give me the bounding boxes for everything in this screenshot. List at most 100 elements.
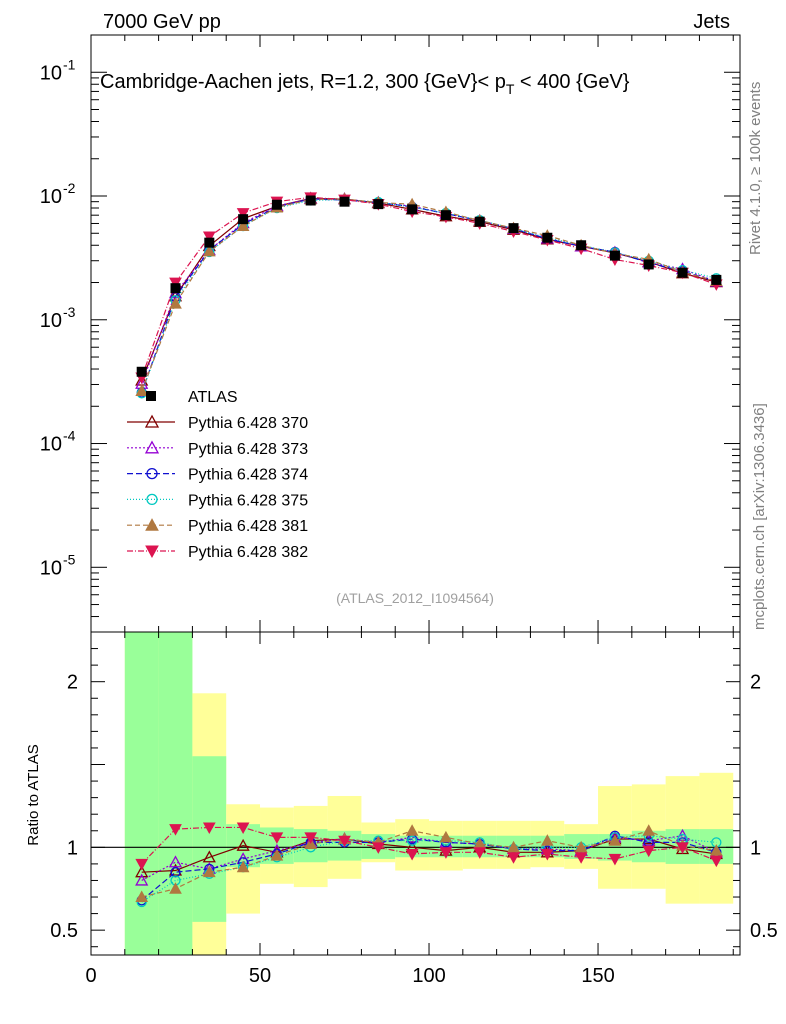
data-point [305, 195, 316, 206]
band-green-bin [158, 632, 193, 955]
y-tick-label-exp: -3 [63, 304, 76, 320]
main-frame [90, 34, 741, 633]
ratio-series-point [574, 852, 588, 864]
legend-marker [144, 440, 160, 454]
ratio-series-line [141, 835, 717, 881]
main-series [135, 191, 723, 399]
data-point [271, 199, 282, 210]
ratio-series-point [642, 824, 656, 836]
data-point [677, 267, 688, 278]
ratio-frame [90, 631, 741, 956]
ratio-series-point [439, 830, 453, 843]
data-point [609, 250, 620, 261]
data-point [407, 204, 418, 215]
main-series-line [141, 198, 717, 394]
legend: ATLAS Pythia 6.428 370 Pythia 6.428 373 Pyt… [127, 389, 308, 561]
ratio-series-point [676, 842, 689, 854]
legend-label: Pythia 6.428 373 [188, 441, 308, 458]
ratio-series-point [507, 852, 520, 864]
y-tick-label-exp: -5 [63, 551, 76, 567]
main-series-line [141, 198, 717, 384]
analysis-id: (ATLAS_2012_I1094564) [336, 590, 494, 606]
data-point [474, 216, 485, 227]
data-point [373, 199, 384, 210]
ratio-series-point [236, 860, 250, 873]
ratio-series-point [169, 882, 182, 894]
ratio-series-point [439, 847, 453, 859]
ratio-series-line [141, 838, 717, 873]
y-tick-label-exp: -2 [63, 180, 76, 196]
ratio-series-point [473, 847, 487, 859]
y-tick-label-main: 10 [40, 186, 62, 208]
ratio-series-point [574, 840, 588, 853]
y-tick-label-ratio-right: 2 [750, 672, 761, 694]
data-point [238, 214, 249, 225]
x-tick-label: 100 [412, 965, 445, 987]
legend-marker [144, 414, 160, 428]
x-tick-label: 50 [249, 965, 271, 987]
y-tick-label-main: 10 [40, 434, 62, 456]
ratio-series-point [236, 838, 250, 851]
x-tick-label: 150 [581, 965, 614, 987]
main-series-point [169, 277, 182, 290]
y-tick-label-ratio: 0.5 [50, 920, 78, 942]
mcplots-label: mcplots.cern.ch [arXiv:1306.3436] [751, 403, 768, 630]
ratio-series-point [135, 873, 149, 886]
ratio-series-point [135, 890, 149, 903]
data-point [440, 210, 451, 221]
ratio-series-point [169, 824, 182, 836]
ratio-series-point [507, 840, 520, 853]
ratio-series-point [170, 867, 181, 878]
legend-label: Pythia 6.428 375 [188, 492, 308, 509]
data-point [643, 259, 654, 270]
main-series-point [169, 297, 182, 309]
ratio-series-point [405, 848, 419, 861]
x-tick-label: 0 [85, 965, 96, 987]
data-point [170, 283, 181, 294]
data-point [136, 366, 147, 377]
ratio-series-point [540, 848, 554, 861]
y-tick-label-main: 10 [40, 557, 62, 579]
data-point [204, 237, 215, 248]
ratio-series [135, 822, 723, 908]
ratio-series-point [405, 824, 419, 836]
band-green-bin [192, 756, 227, 922]
main-series-point [236, 208, 250, 220]
ratio-ylabel: Ratio to ATLAS [25, 744, 42, 845]
legend-marker [146, 467, 158, 480]
ratio-series-point [135, 865, 149, 878]
data-point [542, 232, 553, 243]
legend-marker-data [146, 391, 156, 401]
y-tick-label-exp: -1 [63, 56, 76, 72]
ratio-series-point [270, 849, 284, 861]
y-tick-label-ratio: 1 [67, 837, 78, 859]
main-series-line [141, 196, 717, 378]
main-series-point [135, 384, 149, 396]
main-series-point [236, 219, 250, 232]
rivet-label: Rivet 4.1.0, ≥ 100k events [747, 82, 764, 255]
ratio-series-point [202, 865, 216, 878]
ratio-series-line [141, 826, 717, 865]
main-series-point [202, 244, 216, 257]
ratio-series-line [141, 830, 717, 898]
chart-title: Cambridge-Aachen jets, R=1.2, 300 {GeV}<… [100, 71, 630, 97]
ratio-series-point [135, 858, 149, 871]
y-tick-label-main: 10 [40, 310, 62, 332]
ratio-series-point [642, 833, 656, 846]
legend-label: Pythia 6.428 382 [188, 544, 308, 561]
ratio-series-point [236, 822, 250, 834]
ratio-series-line [141, 835, 717, 903]
legend-label: Pythia 6.428 370 [188, 415, 308, 432]
ratio-series-point [338, 835, 351, 848]
ratio-series-point [608, 834, 622, 846]
ratio-uncertainty-bands [124, 632, 734, 955]
y-tick-label-ratio-right: 1 [750, 837, 761, 859]
ratio-series-point [202, 850, 216, 863]
ratio-series-point [270, 832, 284, 844]
data-point [508, 223, 519, 234]
ratio-series-point [709, 844, 723, 856]
header-left: 7000 GeV pp [103, 11, 221, 33]
legend-marker [146, 493, 158, 506]
